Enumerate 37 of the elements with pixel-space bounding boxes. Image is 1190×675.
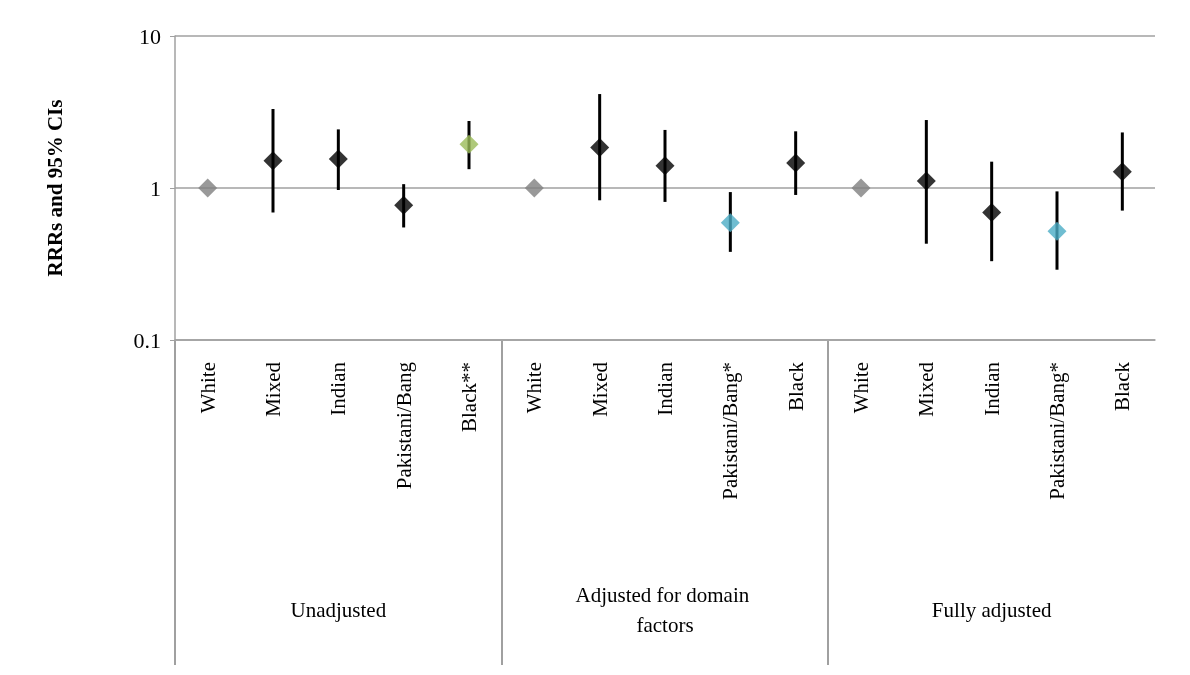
x-tick-label: Black [1110, 361, 1135, 411]
point [328, 149, 348, 169]
x-tick-label: Pakistani/Bang* [718, 362, 743, 500]
y-tick-label: 1 [150, 175, 161, 201]
point [590, 137, 610, 157]
y-axis-title: RRRs and 95% CIs [42, 99, 67, 277]
x-tick-label: White [195, 362, 220, 414]
text: Unadjusted [290, 598, 387, 622]
point [263, 151, 283, 171]
x-tick-label: Pakistani/Bang [391, 361, 416, 490]
x-tick-label: White [522, 362, 547, 414]
point [655, 156, 675, 176]
point [198, 178, 218, 198]
point [524, 178, 544, 198]
x-tick-label: Black** [457, 362, 481, 432]
point [786, 153, 806, 173]
y-tick-label: 0.1 [133, 327, 161, 353]
point [394, 195, 414, 215]
point [1112, 162, 1132, 182]
point [1047, 221, 1067, 241]
text: Adjusted for domain factors [575, 583, 755, 637]
point [459, 134, 479, 154]
point [851, 178, 871, 198]
text: Fully adjusted [931, 598, 1052, 622]
y-tick-label: 10 [139, 23, 161, 49]
x-tick-label: Black [783, 361, 808, 411]
x-tick-label: White [849, 362, 873, 414]
x-tick-label: Mixed [587, 361, 612, 417]
x-tick-label: Mixed [914, 361, 939, 417]
point [720, 213, 740, 233]
point [916, 171, 936, 191]
x-tick-label: Mixed [261, 361, 285, 417]
x-tick-label: Pakistani/Bang* [1045, 362, 1069, 500]
x-tick-label: Indian [653, 361, 677, 416]
point [982, 202, 1002, 222]
x-tick-label: Indian [979, 361, 1004, 416]
x-tick-label: Indian [326, 361, 351, 416]
